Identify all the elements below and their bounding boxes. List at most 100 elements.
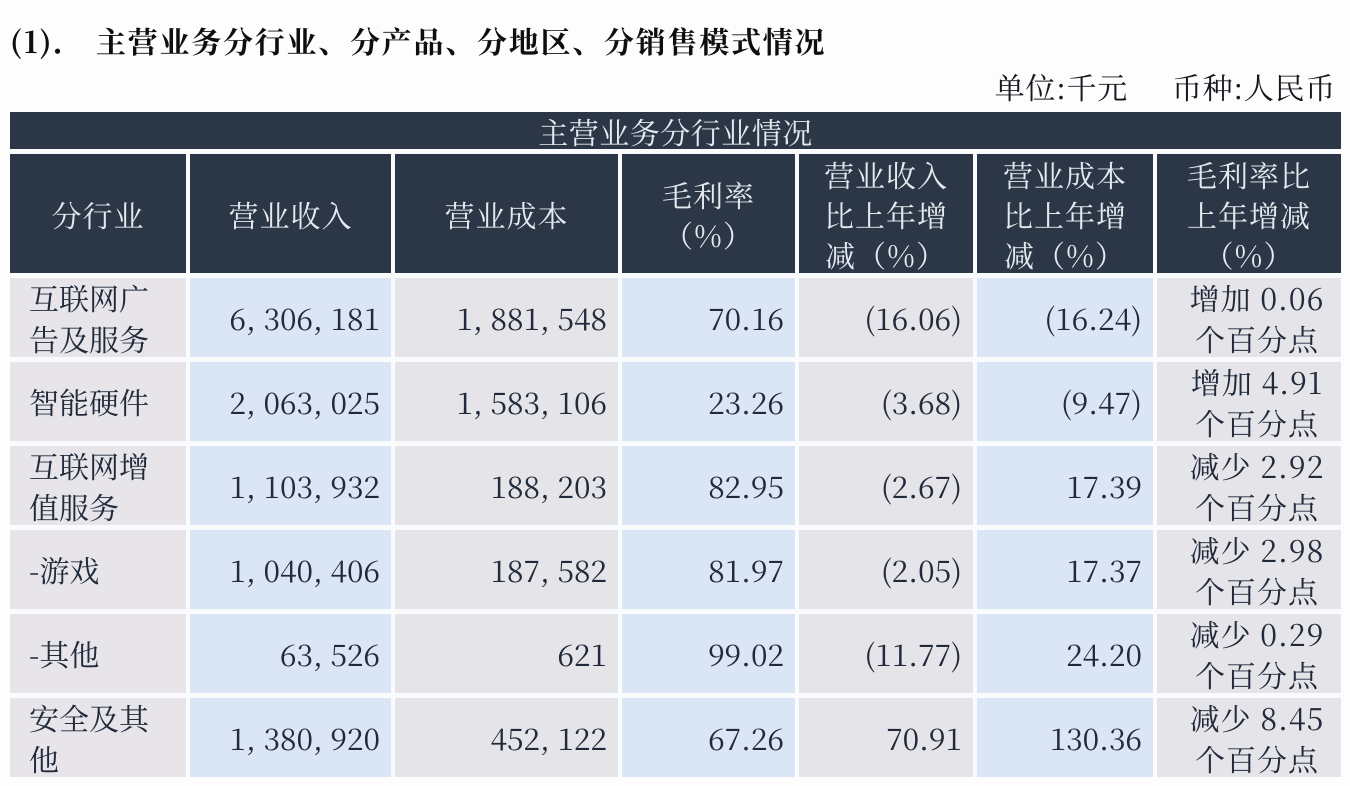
column-header-industry: 分行业 [10,154,186,273]
cell-margin-yoy: 增加 4.91 个百分点 [1157,358,1341,444]
cell-value: 增加 0.06 个百分点 [1189,274,1325,360]
cell-revenue-yoy: (11.77) [799,614,973,693]
cell-value: 17.37 [1066,547,1142,591]
cell-gross-margin: 99.02 [622,614,795,693]
cell-value: (2.67) [880,463,962,507]
cell-value: 1, 380, 920 [229,715,380,759]
cell-cost-yoy: 17.39 [977,446,1153,525]
column-header-cost-yoy: 营业成本 比上年增 减（%） [977,152,1153,276]
cell-value: 1, 881, 548 [456,295,607,339]
cell-value: 安全及其 他 [29,694,149,780]
cell-value: 81.97 [708,547,784,591]
cell-industry: -游戏 [10,530,186,609]
cell-margin-yoy: 减少 2.98 个百分点 [1157,526,1341,612]
column-header-label: 分行业 [51,192,145,236]
cell-cost: 188, 203 [395,446,618,525]
cell-margin-yoy: 减少 0.29 个百分点 [1157,610,1341,696]
cell-value: (9.47) [1060,379,1142,423]
cell-cost-yoy: (9.47) [977,362,1153,441]
cell-cost: 187, 582 [395,530,618,609]
cell-value: 621 [557,631,608,675]
cell-cost: 1, 881, 548 [395,278,618,357]
cell-value: 188, 203 [490,463,608,507]
cell-revenue: 1, 103, 932 [190,446,391,525]
cell-gross-margin: 70.16 [622,278,795,357]
cell-gross-margin: 82.95 [622,446,795,525]
column-header-label: 毛利率比 上年增减 （%） [1187,152,1311,276]
cell-cost-yoy: 24.20 [977,614,1153,693]
cell-value: (3.68) [880,379,962,423]
cell-value: 1, 040, 406 [229,547,380,591]
cell-value: (16.06) [864,295,962,339]
table-banner-label: 主营业务分行业情况 [538,108,813,153]
cell-industry: -其他 [10,614,186,693]
column-header-revenue-yoy: 营业收入 比上年增 减（%） [799,152,973,276]
cell-revenue-yoy: (2.67) [799,446,973,525]
table-banner: 主营业务分行业情况 [10,109,1341,153]
column-header-gross-margin: 毛利率 （%） [622,154,795,273]
cell-gross-margin: 23.26 [622,362,795,441]
main-business-by-industry-table: 主营业务分行业情况 分行业 营业收入 营业成本 毛利率 （%） 营业收入 比上年… [10,109,1341,780]
cell-value: 减少 8.45 个百分点 [1189,694,1325,780]
cell-value: 70.16 [708,295,784,339]
cell-industry: 互联网增 值服务 [10,442,186,528]
column-header-revenue: 营业收入 [190,154,391,273]
cell-cost-yoy: 17.37 [977,530,1153,609]
column-header-label: 毛利率 （%） [662,172,755,256]
column-header-label: 营业收入 比上年增 减（%） [824,152,948,276]
cell-gross-margin: 81.97 [622,530,795,609]
cell-industry: 智能硬件 [10,362,186,441]
cell-value: 24.20 [1066,631,1142,675]
cell-value: 减少 0.29 个百分点 [1189,610,1325,696]
cell-value: -游戏 [29,547,100,591]
cell-value: 23.26 [708,379,784,423]
cell-value: 互联网增 值服务 [29,442,149,528]
currency-label: 币种:人民币 [1171,64,1336,108]
section-number: (1)． [10,18,85,62]
column-header-label: 营业成本 比上年增 减（%） [1003,152,1127,276]
column-header-label: 营业收入 [228,192,353,236]
cell-industry: 安全及其 他 [10,694,186,780]
cell-value: 6, 306, 181 [229,295,380,339]
cell-value: (16.24) [1044,295,1142,339]
cell-value: (11.77) [864,631,962,675]
cell-margin-yoy: 增加 0.06 个百分点 [1157,274,1341,360]
cell-margin-yoy: 减少 2.92 个百分点 [1157,444,1341,526]
cell-value: 70.91 [886,715,962,759]
cell-value: 互联网广 告及服务 [29,274,149,360]
cell-gross-margin: 67.26 [622,698,795,777]
cell-cost: 621 [395,614,618,693]
cell-value: 187, 582 [490,547,608,591]
cell-value: 1, 583, 106 [456,379,607,423]
cell-value: 130.36 [1049,715,1142,759]
section-title-text: 主营业务分行业、分产品、分地区、分销售模式情况 [95,18,827,62]
cell-revenue: 1, 380, 920 [190,698,391,777]
cell-revenue: 1, 040, 406 [190,530,391,609]
cell-value: 82.95 [708,463,784,507]
unit-label: 单位:千元 [994,64,1128,108]
cell-revenue: 2, 063, 025 [190,362,391,441]
cell-value: 智能硬件 [29,379,149,423]
cell-value: 67.26 [708,715,784,759]
cell-cost: 1, 583, 106 [395,362,618,441]
cell-cost-yoy: (16.24) [977,278,1153,357]
cell-revenue-yoy: (3.68) [799,362,973,441]
cell-value: 增加 4.91 个百分点 [1190,358,1324,444]
cell-value: -其他 [29,631,100,675]
cell-revenue: 63, 526 [190,614,391,693]
section-title: (1)． 主营业务分行业、分产品、分地区、分销售模式情况 [10,18,826,62]
cell-revenue-yoy: (16.06) [799,278,973,357]
cell-value: 减少 2.98 个百分点 [1189,526,1325,612]
cell-cost: 452, 122 [395,698,618,777]
column-header-cost: 营业成本 [395,154,618,273]
column-header-margin-yoy: 毛利率比 上年增减 （%） [1157,152,1341,276]
cell-cost-yoy: 130.36 [977,698,1153,777]
cell-value: (2.05) [880,547,962,591]
cell-revenue: 6, 306, 181 [190,278,391,357]
cell-value: 2, 063, 025 [229,379,380,423]
cell-value: 1, 103, 932 [229,463,380,507]
cell-margin-yoy: 减少 8.45 个百分点 [1157,694,1341,780]
cell-value: 99.02 [708,631,784,675]
unit-note: 单位:千元 币种:人民币 [995,64,1336,108]
